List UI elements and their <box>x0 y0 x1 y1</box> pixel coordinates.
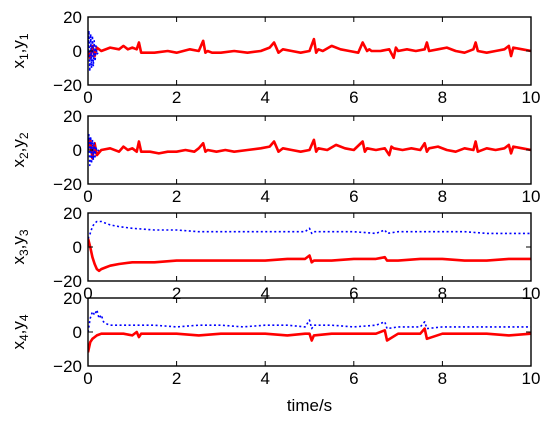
x-tick-label: 0 <box>83 284 92 303</box>
y-axis-label-subscript: 4 <box>17 334 31 341</box>
y-tick-label: 20 <box>63 204 82 223</box>
y-axis-label-part: , <box>9 330 28 335</box>
x-tick-label: 2 <box>172 369 181 388</box>
y-axis-label-part: y <box>9 40 28 49</box>
x-tick-label: 2 <box>172 187 181 206</box>
y-axis-label-subscript: 3 <box>17 249 31 256</box>
series-x-line <box>88 138 531 160</box>
x-tick-label: 0 <box>83 187 92 206</box>
x-tick-label: 6 <box>349 187 358 206</box>
x-tick-label: 4 <box>260 284 269 303</box>
y-axis-label-part: x <box>9 256 28 265</box>
x-tick-label: 8 <box>438 284 447 303</box>
y-axis-label-subscript: 4 <box>17 314 31 321</box>
y-axis-label-part: x <box>9 60 28 69</box>
x-tick-label: 2 <box>172 88 181 107</box>
y-tick-label: −20 <box>53 357 82 376</box>
series-y-line <box>88 309 531 333</box>
x-tick-label: 4 <box>260 88 269 107</box>
x-tick-label: 4 <box>260 369 269 388</box>
x-tick-label: 8 <box>438 88 447 107</box>
y-tick-label: 0 <box>73 323 82 342</box>
x-tick-label: 6 <box>349 88 358 107</box>
y-axis-label: x3,y3 <box>9 229 31 264</box>
y-tick-label: −20 <box>53 76 82 95</box>
y-axis-label-subscript: 2 <box>17 132 31 139</box>
x-tick-label: 8 <box>438 187 447 206</box>
y-tick-label: 20 <box>63 289 82 308</box>
series-x-line <box>88 238 531 273</box>
y-axis-label: x2,y2 <box>9 132 31 167</box>
y-axis-label-part: y <box>9 321 28 330</box>
y-axis-label-subscript: 2 <box>17 152 31 159</box>
y-tick-label: −20 <box>53 175 82 194</box>
x-tick-label: 4 <box>260 187 269 206</box>
y-tick-label: 0 <box>73 238 82 257</box>
series-y-line <box>88 220 531 239</box>
plot-frame <box>87 212 532 282</box>
y-tick-label: 20 <box>63 107 82 126</box>
x-tick-label: 8 <box>438 369 447 388</box>
x-tick-label: 0 <box>83 369 92 388</box>
y-axis-label-part: y <box>9 139 28 148</box>
y-axis-label-part: x <box>9 341 28 350</box>
x-tick-label: 10 <box>522 187 541 206</box>
y-axis-label-part: , <box>9 49 28 54</box>
y-axis-label-part: , <box>9 148 28 153</box>
y-axis-label-subscript: 3 <box>17 229 31 236</box>
y-axis-label-part: y <box>9 236 28 245</box>
y-tick-label: −20 <box>53 272 82 291</box>
x-tick-label: 6 <box>349 284 358 303</box>
series-x-line <box>88 327 531 353</box>
y-axis-label: x1,y1 <box>9 33 31 68</box>
x-tick-label: 10 <box>522 88 541 107</box>
x-tick-label: 2 <box>172 284 181 303</box>
y-axis-label-part: , <box>9 245 28 250</box>
y-tick-label: 0 <box>73 42 82 61</box>
x-tick-label: 10 <box>522 369 541 388</box>
x-tick-label: 6 <box>349 369 358 388</box>
y-axis-label-subscript: 1 <box>17 53 31 60</box>
y-axis-label: x4,y4 <box>9 314 31 349</box>
x-axis-label: time/s <box>287 396 332 415</box>
plot-frame <box>87 297 532 367</box>
y-tick-label: 0 <box>73 141 82 160</box>
y-tick-label: 20 <box>63 8 82 27</box>
series-x-line <box>88 37 531 60</box>
y-axis-label-part: x <box>9 159 28 168</box>
x-tick-label: 0 <box>83 88 92 107</box>
y-axis-label-subscript: 1 <box>17 33 31 40</box>
